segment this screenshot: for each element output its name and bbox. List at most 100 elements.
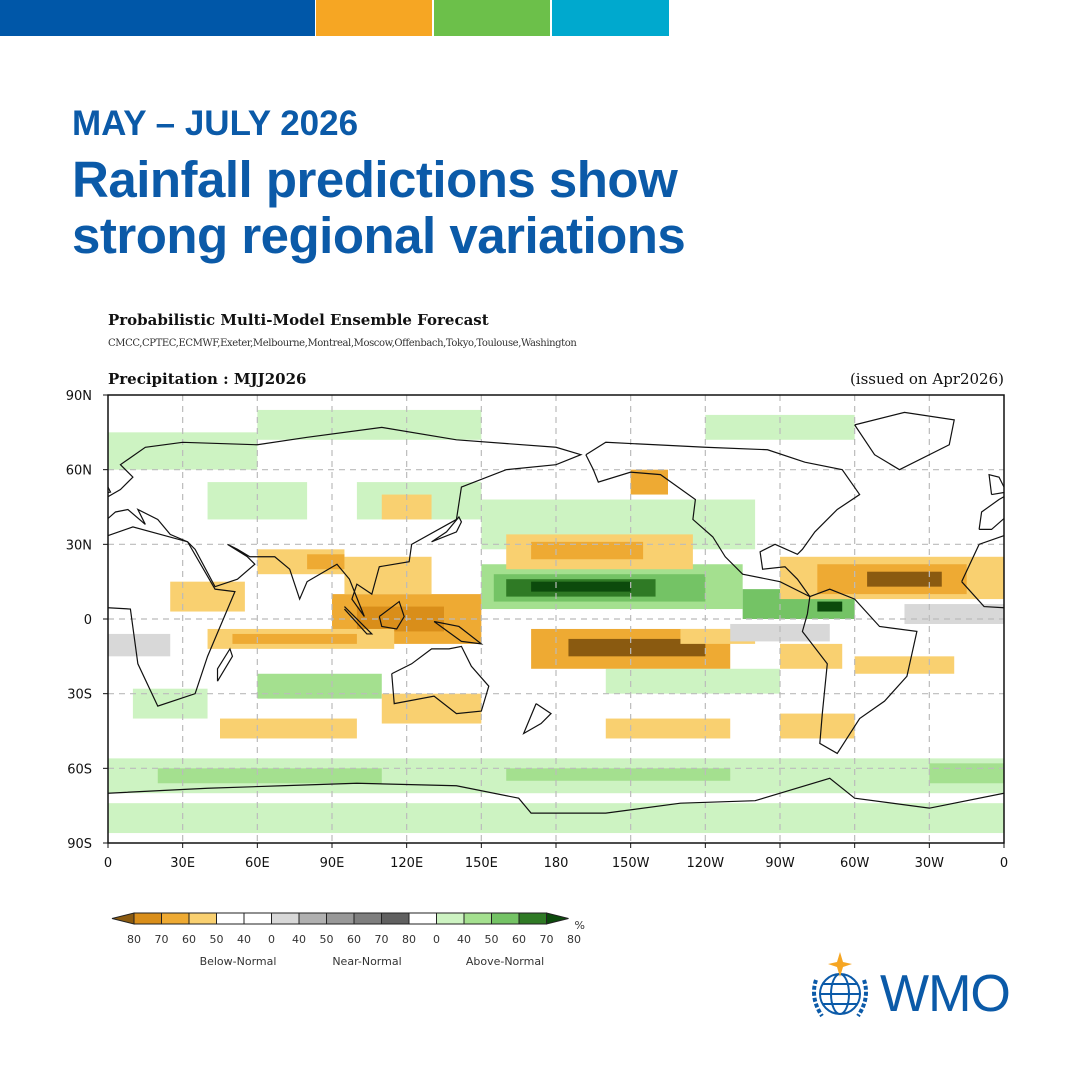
colorbar-swatch: [298, 912, 327, 925]
forecast-patch: [257, 409, 482, 440]
forecast-patch: [157, 768, 382, 784]
lon-tick-label: 60E: [245, 856, 270, 871]
coastline-africa: [108, 526, 236, 707]
wmo-emblem-icon: [812, 952, 868, 1018]
lat-tick-label: 60N: [66, 464, 92, 479]
brand-bar-orange: [316, 0, 432, 36]
period-kicker: MAY – JULY 2026: [72, 104, 359, 143]
coastline-south-america: [801, 588, 918, 755]
forecast-patch: [730, 623, 830, 642]
colorbar-category-label: Above-Normal: [466, 955, 544, 968]
lon-tick-label: 90E: [320, 856, 345, 871]
coastline-new-zealand: [522, 703, 552, 735]
colorbar-swatch: [353, 912, 382, 925]
coastline-greenland: [854, 411, 955, 471]
forecast-patch: [867, 571, 942, 587]
gridlines: [108, 395, 1004, 843]
lon-tick-label: 180: [544, 856, 569, 871]
forecast-patch: [605, 718, 731, 739]
colorbar-tick-label: 60: [347, 933, 361, 946]
colorbar-tick-label: 80: [567, 933, 581, 946]
colorbar-swatch: [188, 912, 217, 925]
coastline-borneo: [378, 600, 405, 630]
coastline-sumatra: [343, 606, 374, 635]
colorbar-swatch: [408, 912, 437, 925]
coastline-madagascar: [216, 647, 234, 682]
forecast-patch: [568, 638, 706, 657]
map-models: CMCC,CPTEC,ECMWF,Exeter,Melbourne,Montre…: [108, 338, 577, 349]
lon-tick-label: 90W: [765, 856, 795, 871]
lon-tick-label: 0: [1000, 856, 1008, 871]
colorbar-tick-label: 40: [237, 933, 251, 946]
forecast-patch: [780, 643, 843, 669]
coastline-uk: [988, 473, 1004, 496]
brand-bar-cyan: [552, 0, 669, 36]
map-title: Probabilistic Multi-Model Ensemble Forec…: [108, 311, 489, 329]
colorbar-arrow-left: [111, 912, 135, 925]
forecast-patch: [929, 763, 1004, 784]
forecast-patch: [531, 581, 631, 592]
lon-tick-label: 120E: [390, 856, 423, 871]
coastline-australia: [391, 645, 490, 715]
colorbar-tick-label: 40: [457, 933, 471, 946]
colorbar-tick-label: 50: [320, 933, 334, 946]
colorbar-swatch: [216, 912, 245, 925]
colorbar-swatch: [518, 912, 547, 925]
map-issued: (issued on Apr2026): [849, 370, 1004, 388]
lat-tick-label: 30N: [66, 538, 92, 553]
headline: Rainfall predictions show strong regiona…: [72, 152, 686, 264]
brand-bar-green: [434, 0, 550, 36]
map-variable: Precipitation : MJJ2026: [108, 370, 307, 388]
coastline-antarctica: [1003, 792, 1004, 794]
lon-tick-label: 150W: [612, 856, 650, 871]
lat-tick-label: 60S: [67, 762, 92, 777]
colorbar-tick-label: 50: [485, 933, 499, 946]
lon-tick-label: 60W: [840, 856, 870, 871]
forecast-patch: [381, 693, 482, 724]
lon-tick-label: 0: [104, 856, 112, 871]
forecast-patch: [108, 633, 171, 657]
brand-bar-blue: [0, 0, 315, 36]
colorbar-tick-label: 40: [292, 933, 306, 946]
lon-tick-label: 150E: [465, 856, 498, 871]
lon-tick-label: 30W: [915, 856, 945, 871]
colorbar-swatch: [133, 912, 162, 925]
colorbar-tick-label: 0: [268, 933, 275, 946]
colorbar-swatch: [491, 912, 520, 925]
coastlines: [108, 411, 1004, 814]
wmo-logo-text: WMO: [880, 965, 1011, 1023]
forecast-patch: [232, 633, 357, 644]
lat-tick-label: 90N: [66, 389, 92, 404]
lat-tick-label: 90S: [67, 837, 92, 852]
lon-tick-label: 30E: [170, 856, 195, 871]
colorbar-swatch: [463, 912, 492, 925]
colorbar-arrow-right: [546, 912, 569, 925]
colorbar-swatch: [243, 912, 272, 925]
colorbar-unit: %: [575, 919, 585, 932]
forecast-patch: [170, 581, 245, 612]
colorbar-swatch: [436, 912, 465, 925]
coastline-antarctica: [108, 777, 1004, 814]
forecast-patch: [257, 673, 382, 699]
colorbar-tick-label: 70: [155, 933, 169, 946]
colorbar-tick-label: 0: [433, 933, 440, 946]
colorbar-tick-label: 60: [182, 933, 196, 946]
coastline-japan: [431, 515, 463, 543]
headline-line-2: strong regional variations: [72, 207, 686, 264]
colorbar-tick-label: 80: [127, 933, 141, 946]
forecast-patch: [605, 668, 780, 694]
map-axes: 90N 60N 30N 0 30S 60S 90S 0 30E 60E 90E 120E 150E 180…: [66, 389, 1008, 871]
colorbar-swatch: [271, 912, 300, 925]
colorbar-tick-label: 70: [375, 933, 389, 946]
coastline-new-guinea: [433, 620, 484, 645]
forecast-patch: [220, 718, 357, 739]
colorbar-tick-label: 80: [402, 933, 416, 946]
colorbar-swatch: [326, 912, 355, 925]
coastline-eurasia: [108, 426, 583, 617]
forecast-patch: [531, 541, 644, 560]
lat-tick-label: 30S: [67, 688, 92, 703]
colorbar-category-label: Near-Normal: [332, 955, 401, 968]
colorbar-category-label: Below-Normal: [200, 955, 277, 968]
colorbar: 80 70 60 50 40 0 40 50 60 70 80 0 40 50 60 70 80% Below-N…: [111, 912, 585, 968]
